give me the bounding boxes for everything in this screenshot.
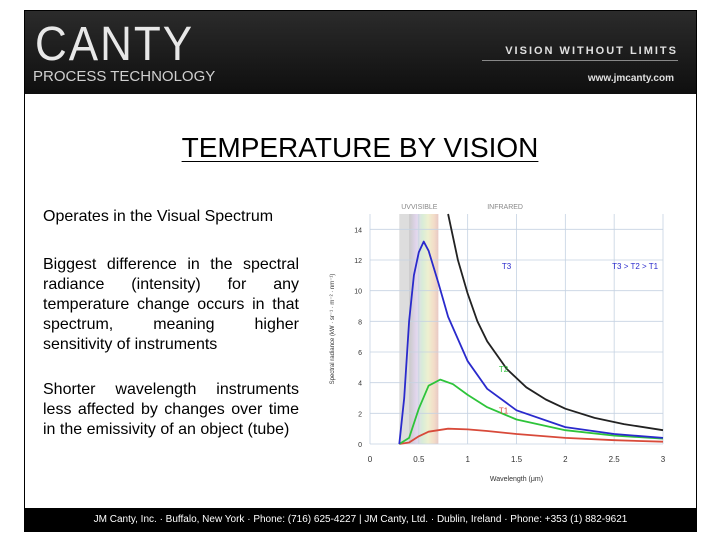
company-subtitle: PROCESS TECHNOLOGY	[33, 68, 216, 85]
y-tick-label: 10	[354, 289, 362, 296]
region-label-infrared: INFRARED	[487, 204, 523, 211]
paragraph-visual-spectrum: Operates in the Visual Spectrum	[43, 208, 274, 225]
series-line-t1	[399, 427, 664, 445]
region-label-visible: VISIBLE	[411, 204, 438, 211]
x-axis-label: Wavelength (μm)	[490, 476, 543, 483]
y-tick-label: 2	[358, 411, 362, 418]
series-label-t1: T1	[499, 406, 509, 415]
header-banner: CANTY PROCESS TECHNOLOGY VISION WITHOUT …	[25, 11, 696, 94]
y-tick-label: 14	[354, 227, 362, 234]
spectral-radiance-chart: UV VISIBLE INFRARED 0 2 4 6 8 10 12 14 0 0.5 1 1.5 2 2.5…	[330, 204, 666, 483]
slide-title-container: TEMPERATURE BY VISION	[0, 132, 720, 164]
company-logo: CANTY	[35, 17, 195, 71]
y-axis-label: Spectral radiance (kW · sr⁻¹ · m⁻² · nm⁻…	[330, 274, 336, 385]
paragraph-sensitivity: Biggest difference in the spectral radia…	[43, 256, 299, 353]
x-tick-label: 0.5	[413, 455, 425, 464]
x-tick-label: 2	[563, 455, 568, 464]
x-tick-label: 1	[465, 455, 470, 464]
y-tick-label: 6	[358, 350, 362, 357]
y-tick-label: 8	[358, 319, 362, 326]
tagline: VISION WITHOUT LIMITS	[505, 45, 678, 57]
slide-title: TEMPERATURE BY VISION	[181, 132, 539, 163]
tagline-underline	[482, 60, 678, 61]
series-label-t3: T3	[502, 262, 512, 271]
website-link[interactable]: www.jmcanty.com	[587, 73, 674, 84]
y-tick-label: 0	[358, 442, 362, 449]
series-line-hottest	[447, 213, 664, 432]
paragraph-emissivity: Shorter wavelength instruments less affe…	[43, 381, 299, 438]
x-tick-label: 3	[661, 455, 666, 464]
x-tick-label: 0	[368, 455, 373, 464]
visible-band	[409, 214, 439, 444]
series-line-t2	[398, 378, 664, 445]
temperature-order-annotation: T3 > T2 > T1	[612, 262, 659, 271]
y-tick-label: 12	[354, 258, 362, 265]
x-tick-label: 2.5	[609, 455, 621, 464]
region-label-uv: UV	[401, 204, 411, 211]
series-label-t2: T2	[499, 365, 509, 374]
y-tick-label: 4	[358, 381, 362, 388]
footer-bar: JM Canty, Inc. · Buffalo, New York · Pho…	[25, 508, 696, 532]
uv-band	[399, 214, 410, 444]
series-line-t3	[398, 240, 664, 445]
x-tick-label: 1.5	[511, 455, 523, 464]
